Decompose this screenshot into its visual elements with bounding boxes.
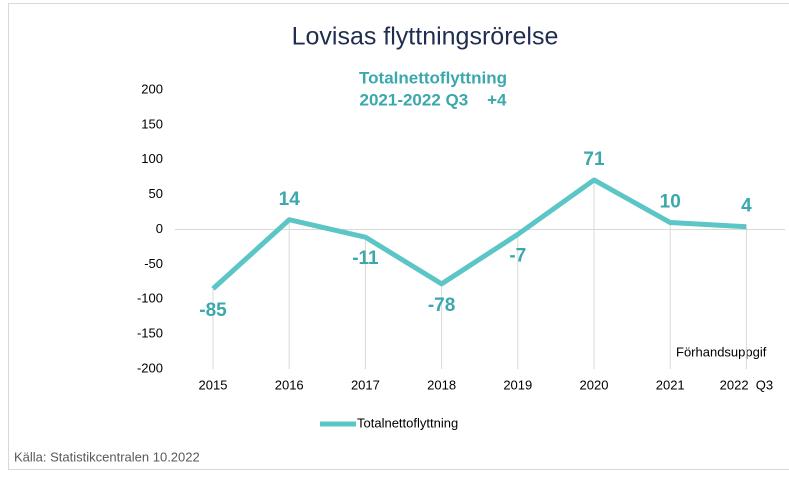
source: Källa: Statistikcentralen 10.2022 <box>14 449 200 464</box>
x-tick-label: 2019 <box>503 377 532 392</box>
legend-label: Totalnettoflyttning <box>357 415 458 430</box>
y-tick-label: -200 <box>137 360 163 375</box>
annotation: Förhandsuppgif <box>676 344 767 359</box>
x-tick-label: 2015 <box>199 377 228 392</box>
y-tick-label: 100 <box>141 151 163 166</box>
y-tick-label: 50 <box>149 186 163 201</box>
x-tick-label: 2016 <box>275 377 304 392</box>
data-label: -7 <box>509 245 526 266</box>
y-tick-label: -100 <box>137 291 163 306</box>
y-tick-label: -50 <box>144 256 163 271</box>
y-tick-label: -150 <box>137 326 163 341</box>
subtitle: Totalnettoflyttning <box>359 68 507 87</box>
y-tick-label: 0 <box>156 221 163 236</box>
data-label: -11 <box>352 248 379 269</box>
x-tick-label: 2018 <box>427 377 456 392</box>
x-tick-label: 2020 <box>580 377 609 392</box>
data-label: 71 <box>583 149 605 170</box>
x-tick-label: 2021 <box>656 377 685 392</box>
data-label: -78 <box>428 295 455 316</box>
chart-title: Lovisas flyttningsrörelse <box>292 23 559 51</box>
data-label: 10 <box>660 192 681 213</box>
subtitle: 2021-2022 Q3 +4 <box>360 90 508 109</box>
x-tick-label: 2017 <box>351 377 380 392</box>
series-line <box>211 177 747 291</box>
y-tick-label: 200 <box>141 81 163 96</box>
y-tick-label: 150 <box>141 116 163 131</box>
chart-frame <box>8 3 789 470</box>
data-label: 14 <box>279 189 301 210</box>
x-tick-label: 2022 Q3 <box>720 377 774 392</box>
data-label: 4 <box>741 196 752 217</box>
data-label: -85 <box>199 300 227 321</box>
